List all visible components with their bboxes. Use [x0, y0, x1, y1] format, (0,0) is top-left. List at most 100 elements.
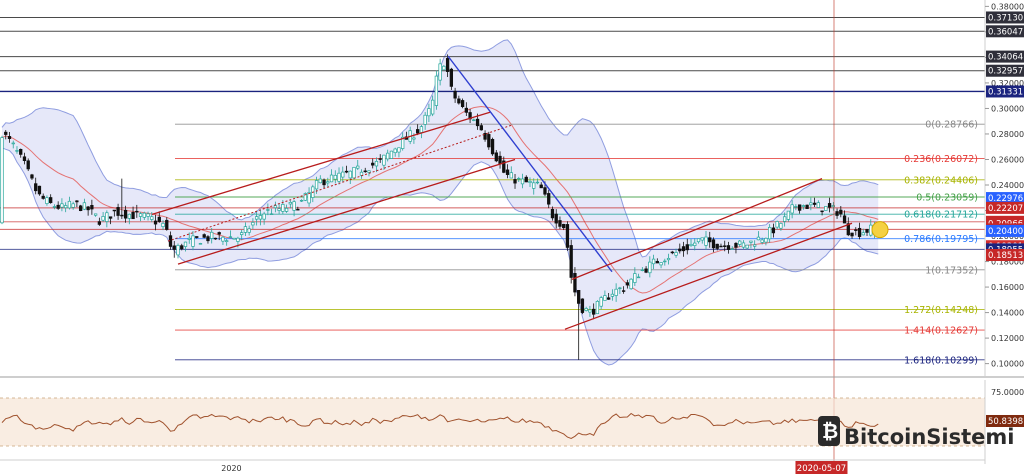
price-badge-label: 0.37130	[988, 13, 1023, 23]
candle-body	[318, 178, 322, 184]
candle-body	[423, 114, 427, 125]
candle-body	[595, 300, 600, 315]
candle-body	[655, 260, 659, 264]
candle-body	[198, 243, 203, 245]
candle-body	[56, 204, 60, 209]
fib-level-label: 0.618(0.21712)	[904, 210, 978, 221]
candle-body	[723, 245, 727, 247]
price-tick-label: 0.38000	[991, 2, 1024, 11]
candle-body	[86, 206, 90, 211]
candle-body	[831, 205, 835, 208]
rsi-line	[1, 412, 879, 440]
candle-body	[191, 235, 195, 247]
candle-body	[520, 178, 525, 185]
price-badge-label: 0.36047	[988, 27, 1023, 37]
candle-body	[359, 171, 364, 176]
time-axis[interactable]: 2020 2020-05-07	[0, 459, 985, 474]
candle-body	[4, 131, 8, 135]
candle-body	[105, 212, 109, 222]
candle-body	[165, 219, 169, 230]
candle-body	[258, 215, 263, 220]
candle-body	[363, 170, 367, 173]
candle-body	[449, 68, 454, 87]
candlestick-series	[0, 54, 880, 360]
candle-body	[30, 174, 34, 179]
price-tick-label: 0.16000	[991, 283, 1024, 292]
price-badge-label: 0.32957	[988, 67, 1023, 77]
price-tick-label: 0.28000	[991, 130, 1024, 139]
candle-body	[640, 269, 644, 271]
candle-body	[397, 147, 401, 153]
candle-body	[835, 211, 839, 216]
candle-body	[621, 290, 626, 292]
candle-body	[651, 258, 656, 265]
candle-body	[764, 237, 768, 243]
price-badge	[986, 64, 1024, 77]
rsi-panel[interactable]: 75.0000 50.8398	[0, 380, 1024, 464]
candle-body	[419, 126, 424, 133]
candle-body	[741, 242, 746, 248]
fib-level-label: 0.786(0.19795)	[904, 234, 978, 245]
candle-body	[135, 210, 139, 213]
candle-body	[337, 172, 341, 182]
candle-body	[850, 232, 854, 237]
candle-body	[15, 150, 19, 152]
candle-body	[180, 245, 184, 250]
candle-body	[494, 152, 498, 162]
candle-body	[756, 236, 761, 241]
candle-body	[584, 308, 588, 311]
candle-body	[445, 58, 450, 72]
candle-body	[284, 208, 289, 212]
candle-body	[547, 193, 551, 205]
candle-body	[120, 214, 124, 217]
candle-body	[150, 216, 154, 220]
candle-body	[386, 152, 390, 160]
candle-body	[221, 236, 225, 242]
candle-body	[97, 221, 102, 225]
price-badge	[986, 224, 1024, 237]
price-tick-label: 0.14000	[991, 309, 1024, 318]
date-badge	[795, 461, 848, 474]
fib-level-label: 0.5(0.23059)	[916, 193, 978, 204]
price-tick-label: 0.10000	[991, 360, 1024, 369]
price-badge	[986, 192, 1024, 205]
candle-body	[779, 223, 783, 229]
candle-body	[348, 170, 352, 179]
candle-body	[22, 156, 27, 162]
candle-body	[288, 201, 292, 205]
candle-body	[464, 107, 468, 113]
candle-body	[37, 185, 42, 195]
candle-body	[329, 174, 334, 183]
candle-body	[603, 295, 607, 301]
candle-body	[753, 244, 757, 247]
candle-body	[326, 181, 330, 184]
candle-body	[108, 216, 113, 219]
price-tick-label: 0.32000	[991, 79, 1024, 88]
candle-body	[797, 204, 802, 211]
price-badge	[986, 85, 1024, 98]
candle-body	[681, 246, 686, 252]
rising-channel-lower	[177, 158, 516, 265]
candle-body	[266, 209, 270, 211]
time-tick-label: 2020	[221, 464, 241, 473]
candle-body	[322, 179, 326, 186]
rsi-value-badge	[986, 414, 1024, 427]
candle-body	[670, 251, 674, 254]
candle-body	[857, 227, 862, 237]
candle-body	[273, 205, 278, 209]
candle-body	[60, 203, 64, 208]
price-tick-label: 0.30000	[991, 104, 1024, 113]
logo-glyph: ₿	[822, 419, 838, 443]
candle-body	[52, 206, 57, 208]
candle-body	[760, 239, 764, 243]
candle-body	[41, 195, 45, 199]
candle-body	[240, 232, 244, 235]
candle-body	[854, 229, 858, 231]
highlight-marker	[871, 221, 889, 239]
candle-body	[75, 200, 79, 203]
candle-body	[610, 293, 615, 297]
candle-body	[157, 216, 161, 222]
candle-body	[153, 220, 158, 225]
